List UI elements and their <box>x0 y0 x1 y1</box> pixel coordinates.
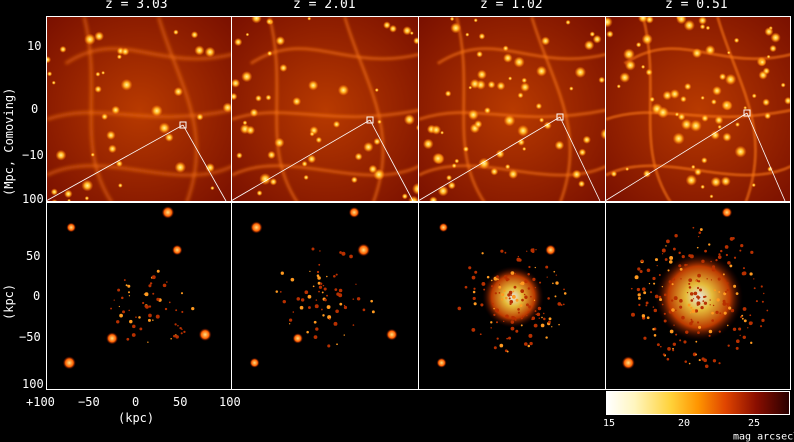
colorbar-label-text: mag arcsec <box>733 431 794 442</box>
colorbar <box>606 391 790 415</box>
bottom-ytick-100: 100 <box>22 377 44 391</box>
panel-title-2: z = 2.01 <box>293 0 356 12</box>
panel-title-4: z = 0.51 <box>665 0 728 12</box>
xtick-plus100: +100 <box>26 395 55 409</box>
top-y-axis-label: (Mpc, Comoving) <box>2 87 16 196</box>
cosmic-web-image-2 <box>232 17 418 201</box>
top-ytick-neg10: −10 <box>22 148 44 162</box>
cosmic-web-panel-3 <box>418 16 606 202</box>
top-ytick-0: 0 <box>31 102 39 116</box>
top-ytick-10: 10 <box>27 39 42 53</box>
cosmic-web-panel-1 <box>46 16 232 202</box>
bottom-ytick-0: 0 <box>33 289 41 303</box>
colorbar-tick-15: 15 <box>603 418 616 429</box>
colorbar-tick-20: 20 <box>678 418 691 429</box>
galaxy-image-2 <box>249 206 398 368</box>
top-ytick-100: 100 <box>22 192 44 206</box>
galaxy-panel-2 <box>231 202 419 390</box>
bottom-y-axis-label: (kpc) <box>2 283 16 320</box>
xtick-100: 100 <box>219 395 241 409</box>
colorbar-tick-25: 25 <box>748 418 761 429</box>
cosmic-web-image-3 <box>419 17 605 201</box>
galaxy-image-4 <box>621 207 769 370</box>
cosmic-web-image-4 <box>606 17 790 201</box>
panel-title-1: z = 3.03 <box>105 0 168 12</box>
cosmic-web-panel-4 <box>605 16 791 202</box>
galaxy-image-1 <box>62 206 212 370</box>
galaxy-panel-1 <box>46 202 232 390</box>
galaxy-image-3 <box>436 222 567 368</box>
xtick-0: 0 <box>132 395 140 409</box>
xtick-neg50: −50 <box>78 395 100 409</box>
cosmic-web-panel-2 <box>231 16 419 202</box>
bottom-ytick-50: 50 <box>26 249 41 263</box>
cosmic-web-image-1 <box>47 17 231 201</box>
xtick-50: 50 <box>173 395 188 409</box>
galaxy-panel-3 <box>418 202 606 390</box>
x-axis-label: (kpc) <box>118 411 155 425</box>
panel-title-3: z = 1.02 <box>480 0 543 12</box>
bottom-ytick-neg50: −50 <box>19 330 41 344</box>
galaxy-panel-4 <box>605 202 791 390</box>
